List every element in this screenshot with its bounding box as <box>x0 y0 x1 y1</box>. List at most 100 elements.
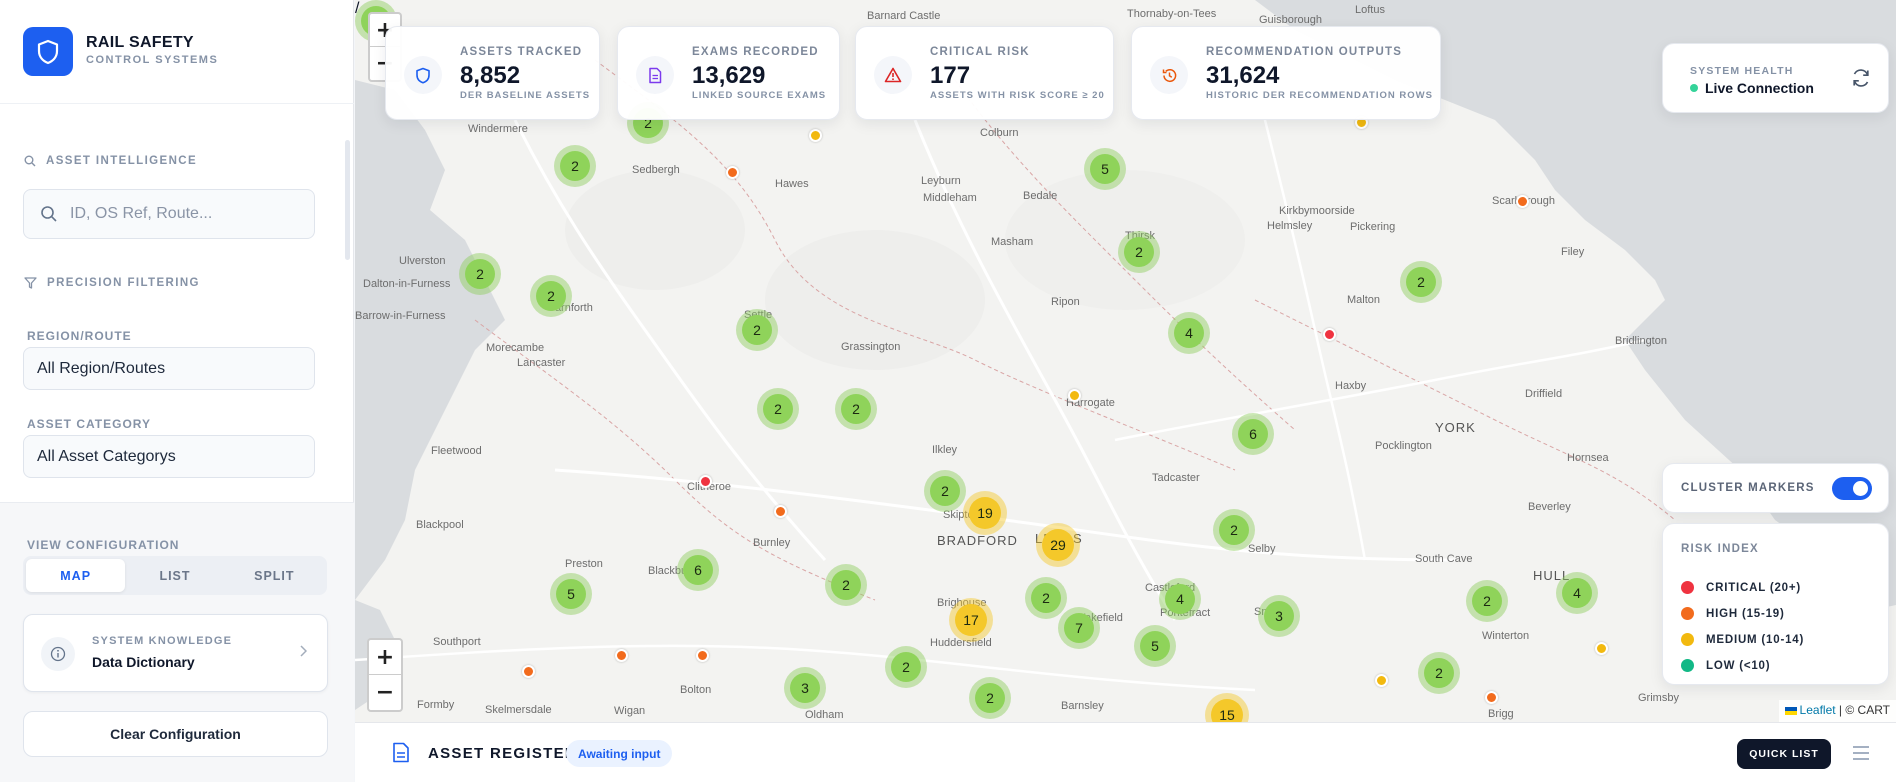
search-input[interactable] <box>70 205 290 223</box>
menu-icon[interactable] <box>1852 745 1870 761</box>
sidebar-scrollbar[interactable] <box>345 140 350 260</box>
place-label: Clitheroe <box>687 481 732 493</box>
leaflet-link[interactable]: Leaflet <box>1799 703 1836 717</box>
map-cluster-marker[interactable]: 2 <box>757 388 799 430</box>
map-cluster-marker[interactable]: 2 <box>969 677 1011 719</box>
region-select[interactable]: All Region/Routes <box>23 347 315 390</box>
map-cluster-marker[interactable]: 19 <box>963 491 1007 535</box>
place-label: Masham <box>991 236 1034 248</box>
risk-marker-high[interactable] <box>774 505 787 518</box>
view-mode-split[interactable]: SPLIT <box>254 568 295 583</box>
map-cluster-marker[interactable]: 2 <box>1418 652 1460 694</box>
place-label: Malton <box>1347 294 1381 306</box>
place-label: Filey <box>1561 246 1585 258</box>
map-cluster-marker[interactable]: 3 <box>1258 595 1300 637</box>
view-mode-map[interactable]: MAP <box>26 559 126 592</box>
risk-marker-high[interactable] <box>726 166 739 179</box>
info-icon <box>41 637 75 671</box>
stat-value: 8,852 <box>460 62 521 89</box>
stat-caption: LINKED SOURCE EXAMS <box>692 90 827 101</box>
map-cluster-marker[interactable]: 2 <box>885 646 927 688</box>
refresh-icon[interactable] <box>1850 67 1872 89</box>
place-label: Selby <box>1248 543 1276 555</box>
risk-marker-high[interactable] <box>615 649 628 662</box>
map-cluster-marker[interactable]: 5 <box>1084 148 1126 190</box>
map-cluster-marker[interactable]: 2 <box>1118 231 1160 273</box>
data-dictionary-card[interactable]: SYSTEM KNOWLEDGE Data Dictionary <box>23 614 328 692</box>
stat-card-exams-recorded: EXAMS RECORDED 13,629 LINKED SOURCE EXAM… <box>617 26 840 120</box>
map-cluster-marker[interactable]: 5 <box>550 573 592 615</box>
knowledge-kicker: SYSTEM KNOWLEDGE <box>92 635 233 647</box>
map-view[interactable]: Barnard Castle Thornaby-on-Tees Guisboro… <box>355 0 1896 722</box>
view-mode-switcher: MAP LIST SPLIT <box>23 556 327 595</box>
map-cluster-marker[interactable]: 5 <box>1134 625 1176 667</box>
stat-value: 31,624 <box>1206 62 1280 89</box>
map-cluster-marker[interactable]: 2 <box>924 470 966 512</box>
map-cluster-marker[interactable]: 4 <box>1168 312 1210 354</box>
map-cluster-marker[interactable]: 7 <box>1058 607 1100 649</box>
map-cluster-marker[interactable]: 6 <box>1232 413 1274 455</box>
map-cluster-marker[interactable]: 2 <box>835 388 877 430</box>
brand-header: RAIL SAFETY CONTROL SYSTEMS <box>0 0 354 104</box>
stat-label: RECOMMENDATION OUTPUTS <box>1206 46 1403 58</box>
legend-item-critical: CRITICAL (20+) <box>1681 581 1801 594</box>
cluster-markers-label: CLUSTER MARKERS <box>1681 482 1815 494</box>
risk-marker-critical[interactable] <box>1323 328 1336 341</box>
place-label: Formby <box>417 699 455 711</box>
map-cluster-marker[interactable]: 2 <box>459 253 501 295</box>
place-label: Pickering <box>1350 221 1396 233</box>
document-icon <box>393 742 409 763</box>
chevron-right-icon <box>300 645 307 657</box>
place-label: Helmsley <box>1267 220 1313 232</box>
place-label: Blackpool <box>416 519 464 531</box>
map-cluster-marker[interactable]: 2 <box>736 309 778 351</box>
risk-marker-high[interactable] <box>1485 691 1498 704</box>
map-cluster-marker[interactable]: 17 <box>949 598 993 642</box>
place-label: YORK <box>1435 420 1476 435</box>
asset-register-bar: ASSET REGISTER Awaiting input QUICK LIST <box>355 722 1896 782</box>
clear-configuration-button[interactable]: Clear Configuration <box>23 711 328 757</box>
risk-marker-high[interactable] <box>1516 195 1529 208</box>
place-label: Wigan <box>614 705 646 717</box>
asset-search[interactable] <box>23 189 315 239</box>
risk-marker-medium[interactable] <box>1595 642 1608 655</box>
map-cluster-marker[interactable]: 2 <box>1400 261 1442 303</box>
quick-list-button[interactable]: QUICK LIST <box>1737 739 1831 769</box>
map-cluster-marker[interactable]: 2 <box>1213 509 1255 551</box>
cluster-markers-toggle[interactable] <box>1832 477 1872 500</box>
category-select[interactable]: All Asset Categorys <box>23 435 315 478</box>
view-mode-list[interactable]: LIST <box>159 568 191 583</box>
map-cluster-marker[interactable]: 15 <box>1205 693 1249 722</box>
category-label: ASSET CATEGORY <box>27 417 152 431</box>
stat-label: CRITICAL RISK <box>930 46 1030 58</box>
map-cluster-marker[interactable]: 2 <box>554 145 596 187</box>
place-label: Ilkley <box>932 444 958 456</box>
map-cluster-marker[interactable]: 4 <box>1556 572 1598 614</box>
map-cluster-marker[interactable]: 4 <box>1159 578 1201 620</box>
risk-marker-critical[interactable] <box>699 475 712 488</box>
zoom-in-button[interactable]: + <box>369 640 401 675</box>
place-label: Barnsley <box>1061 700 1104 712</box>
map-cluster-marker[interactable]: 2 <box>1466 580 1508 622</box>
zoom-control-bottom: + − <box>367 638 403 712</box>
map-cluster-marker[interactable]: 2 <box>1025 577 1067 619</box>
map-cluster-marker[interactable]: 3 <box>784 667 826 709</box>
place-label: Oldham <box>805 709 844 721</box>
place-label: Middleham <box>923 192 977 204</box>
search-icon <box>24 155 36 167</box>
risk-marker-high[interactable] <box>522 665 535 678</box>
risk-marker-high[interactable] <box>696 649 709 662</box>
risk-marker-medium[interactable] <box>809 129 822 142</box>
risk-marker-medium[interactable] <box>1375 674 1388 687</box>
place-label: Hornsea <box>1567 452 1609 464</box>
map-cluster-marker[interactable]: 2 <box>825 564 867 606</box>
zoom-out-button[interactable]: − <box>375 680 395 705</box>
place-label: Barrow-in-Furness <box>355 310 446 322</box>
map-cluster-marker[interactable]: 6 <box>677 549 719 591</box>
map-cluster-marker[interactable]: 29 <box>1036 523 1080 567</box>
region-label: REGION/ROUTE <box>27 329 132 343</box>
place-label: Grimsby <box>1638 692 1679 704</box>
map-cluster-marker[interactable]: 2 <box>530 275 572 317</box>
status-dot-icon <box>1690 84 1698 92</box>
risk-marker-medium[interactable] <box>1068 389 1081 402</box>
